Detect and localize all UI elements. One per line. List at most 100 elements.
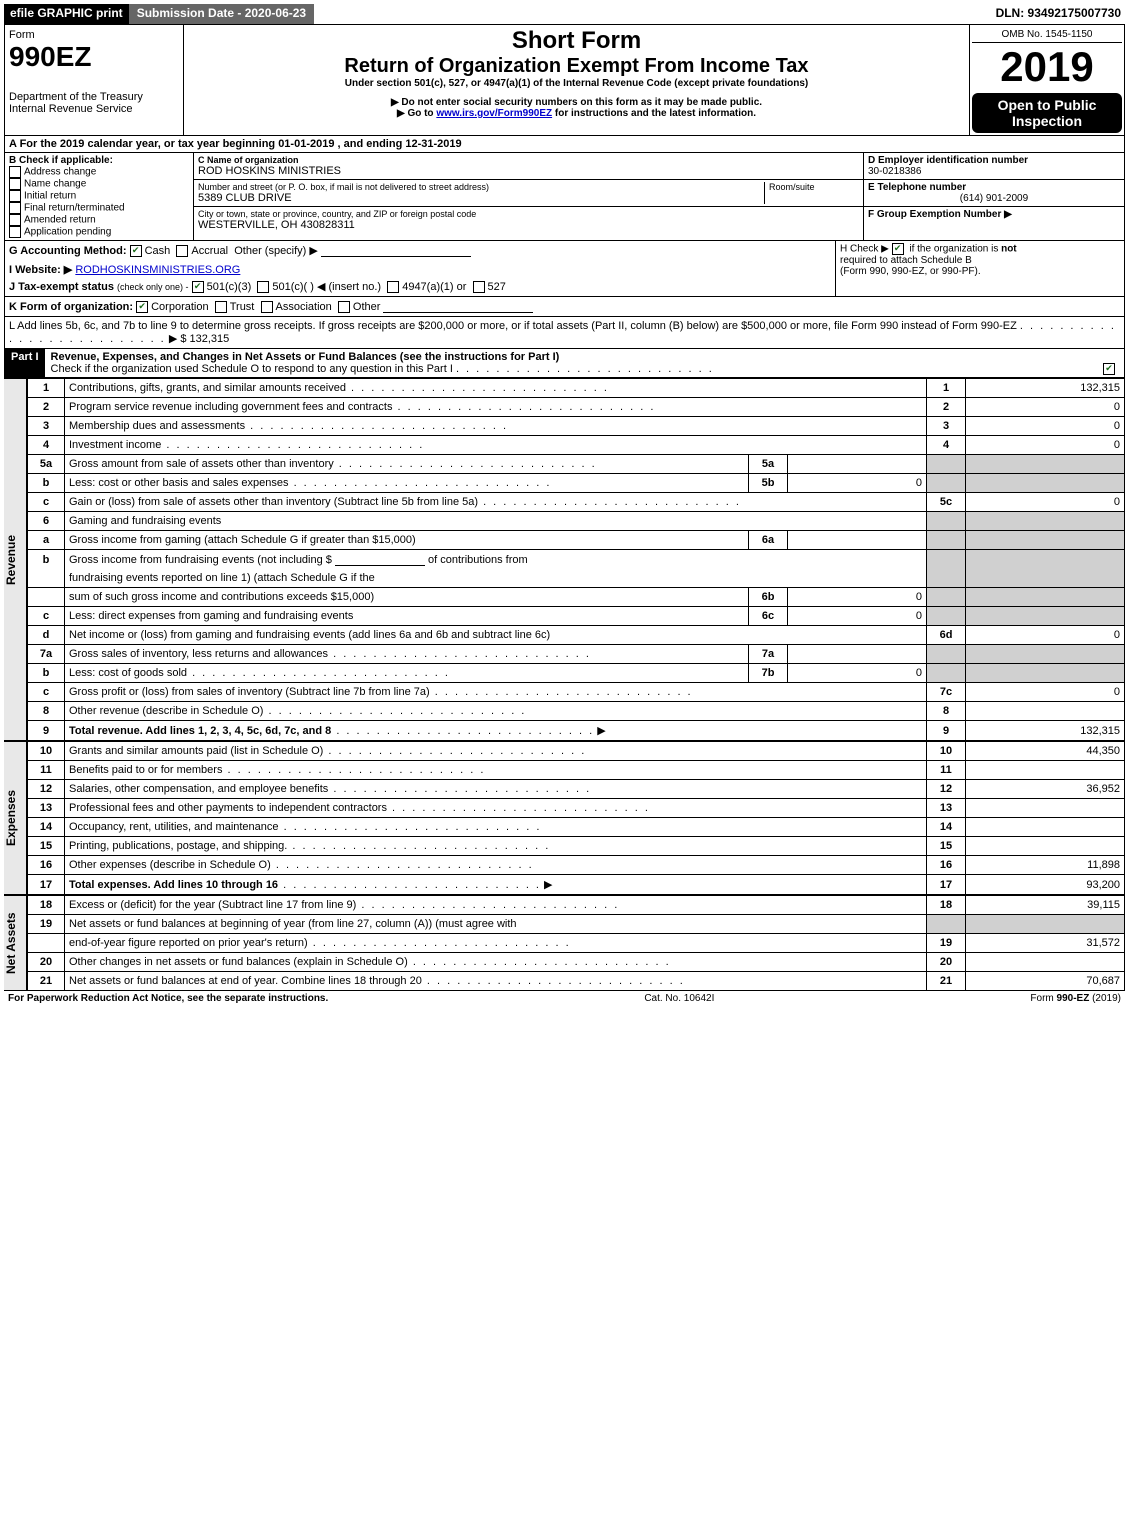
footer-right-post: (2019) xyxy=(1092,993,1121,1004)
line-amount: 44,350 xyxy=(966,742,1125,761)
footer-right-form: 990-EZ xyxy=(1057,993,1090,1004)
line-box: 5c xyxy=(927,493,966,512)
line-box: 7c xyxy=(927,683,966,702)
line-box: 8 xyxy=(927,702,966,721)
gray-cell xyxy=(966,915,1125,934)
addr-change-checkbox[interactable] xyxy=(9,166,21,178)
501c-checkbox[interactable] xyxy=(257,281,269,293)
omb-label: OMB No. 1545-1150 xyxy=(972,27,1122,43)
name-change-checkbox[interactable] xyxy=(9,178,21,190)
line-box: 18 xyxy=(927,896,966,915)
line-num: 14 xyxy=(28,818,65,837)
j-note: (check only one) - xyxy=(117,282,189,292)
website-link[interactable]: RODHOSKINSMINISTRIES.ORG xyxy=(75,264,240,276)
k-assoc: Association xyxy=(276,301,332,313)
line-desc: Less: cost or other basis and sales expe… xyxy=(69,477,289,489)
line-desc: Net income or (loss) from gaming and fun… xyxy=(65,626,927,645)
section-h: H Check ▶ if the organization is not req… xyxy=(835,241,1124,296)
4947-checkbox[interactable] xyxy=(387,281,399,293)
inline-box: 7a xyxy=(749,645,788,664)
amended-return-checkbox[interactable] xyxy=(9,214,21,226)
l-text: L Add lines 5b, 6c, and 7b to line 9 to … xyxy=(9,320,1017,332)
line-amount: 31,572 xyxy=(966,934,1125,953)
line-num: 9 xyxy=(28,721,65,741)
cash-checkbox[interactable] xyxy=(130,245,142,257)
h-line3: (Form 990, 990-EZ, or 990-PF). xyxy=(840,266,1120,277)
line-num: c xyxy=(28,683,65,702)
line-box: 10 xyxy=(927,742,966,761)
netassets-section: Net Assets 18 Excess or (deficit) for th… xyxy=(4,895,1125,991)
h-pre: H Check ▶ xyxy=(840,244,892,255)
line-num: 6 xyxy=(28,512,65,531)
netassets-side-label: Net Assets xyxy=(4,895,27,991)
line-19-2: end-of-year figure reported on prior yea… xyxy=(28,934,1125,953)
dln-label: DLN: 93492175007730 xyxy=(992,4,1125,24)
application-pending-checkbox[interactable] xyxy=(9,226,21,238)
section-c: C Name of organization ROD HOSKINS MINIS… xyxy=(194,153,863,240)
final-return-checkbox[interactable] xyxy=(9,202,21,214)
line-8: 8 Other revenue (describe in Schedule O)… xyxy=(28,702,1125,721)
gray-cell xyxy=(927,512,966,531)
line-num: 4 xyxy=(28,436,65,455)
gray-cell xyxy=(927,607,966,626)
line-21: 21 Net assets or fund balances at end of… xyxy=(28,972,1125,991)
corp-checkbox[interactable] xyxy=(136,301,148,313)
line-6b-2: fundraising events reported on line 1) (… xyxy=(28,569,1125,588)
gray-cell xyxy=(966,569,1125,588)
k-other-blank[interactable] xyxy=(383,300,533,313)
fundraising-amount-blank[interactable] xyxy=(335,553,425,566)
line-box: 14 xyxy=(927,818,966,837)
line-desc: Professional fees and other payments to … xyxy=(69,802,387,814)
section-k: K Form of organization: Corporation Trus… xyxy=(4,297,1125,317)
line-num: 12 xyxy=(28,780,65,799)
line-num: 2 xyxy=(28,398,65,417)
inline-box: 5a xyxy=(749,455,788,474)
gray-cell xyxy=(927,531,966,550)
h-checkbox[interactable] xyxy=(892,243,904,255)
trust-checkbox[interactable] xyxy=(215,301,227,313)
line-desc: Other expenses (describe in Schedule O) xyxy=(69,859,271,871)
line-desc: Benefits paid to or for members xyxy=(69,764,222,776)
section-b: B Check if applicable: Address change Na… xyxy=(5,153,194,240)
ein-value: 30-0218386 xyxy=(868,166,1120,177)
line-amount: 11,898 xyxy=(966,856,1125,875)
d-label: D Employer identification number xyxy=(868,155,1120,166)
line-num: c xyxy=(28,493,65,512)
line-num: 3 xyxy=(28,417,65,436)
527-checkbox[interactable] xyxy=(473,281,485,293)
c-name-label: C Name of organization xyxy=(198,155,859,165)
line-6a: a Gross income from gaming (attach Sched… xyxy=(28,531,1125,550)
line-desc: Gross sales of inventory, less returns a… xyxy=(69,648,328,660)
assoc-checkbox[interactable] xyxy=(261,301,273,313)
g-cash: Cash xyxy=(145,245,171,257)
line-13: 13 Professional fees and other payments … xyxy=(28,799,1125,818)
line-num xyxy=(28,569,65,588)
org-name: ROD HOSKINS MINISTRIES xyxy=(198,165,859,177)
accrual-checkbox[interactable] xyxy=(176,245,188,257)
line-box: 1 xyxy=(927,379,966,398)
line-desc: Gross income from fundraising events (no… xyxy=(69,554,332,566)
501c3-checkbox[interactable] xyxy=(192,281,204,293)
gray-cell xyxy=(966,512,1125,531)
inline-box: 7b xyxy=(749,664,788,683)
inline-amount: 0 xyxy=(788,588,927,607)
irs-link[interactable]: www.irs.gov/Form990EZ xyxy=(436,108,552,119)
k-trust: Trust xyxy=(230,301,255,313)
line-desc: Other changes in net assets or fund bala… xyxy=(69,956,408,968)
line-amount xyxy=(966,818,1125,837)
line-7b: b Less: cost of goods sold 7b 0 xyxy=(28,664,1125,683)
inline-amount: 0 xyxy=(788,607,927,626)
revenue-table: 1 Contributions, gifts, grants, and simi… xyxy=(27,378,1125,741)
line-num: a xyxy=(28,531,65,550)
opt-addr: Address change xyxy=(24,167,96,178)
gray-cell xyxy=(927,474,966,493)
line-num xyxy=(28,588,65,607)
part1-schedule-o-checkbox[interactable] xyxy=(1103,363,1115,375)
initial-return-checkbox[interactable] xyxy=(9,190,21,202)
line-box: 4 xyxy=(927,436,966,455)
other-checkbox[interactable] xyxy=(338,301,350,313)
g-other-blank[interactable] xyxy=(321,244,471,257)
line-6: 6 Gaming and fundraising events xyxy=(28,512,1125,531)
line-num: 16 xyxy=(28,856,65,875)
form-under-note: Under section 501(c), 527, or 4947(a)(1)… xyxy=(188,78,965,89)
